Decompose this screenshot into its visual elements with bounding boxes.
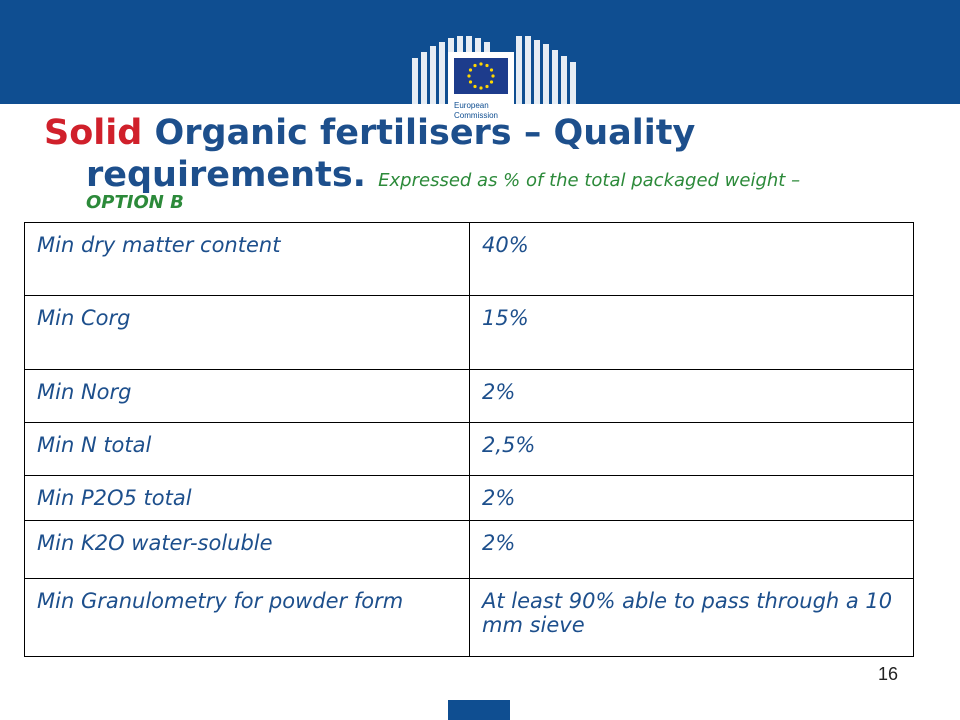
- row-value: 2%: [469, 475, 914, 521]
- row-label: Min Granulometry for powder form: [24, 578, 470, 657]
- title-subtitle: Expressed as % of the total packaged wei…: [378, 170, 801, 191]
- table-row: Min P2O5 total 2%: [24, 475, 914, 521]
- logo-text-commission: Commission: [454, 111, 498, 120]
- table-row: Min Corg 15%: [24, 295, 914, 370]
- row-value: 15%: [469, 295, 914, 370]
- table-row: Min Granulometry for powder form At leas…: [24, 578, 914, 657]
- table-row: Min K2O water-soluble 2%: [24, 520, 914, 579]
- footer-tab: [448, 700, 510, 720]
- row-label: Min N total: [24, 422, 470, 476]
- title-main-part2: requirements.: [86, 155, 366, 195]
- row-label: Min Corg: [24, 295, 470, 370]
- row-label: Min Norg: [24, 369, 470, 423]
- title-solid-word: Solid: [44, 113, 143, 153]
- row-value: 2,5%: [469, 422, 914, 476]
- row-value: At least 90% able to pass through a 10 m…: [469, 578, 914, 657]
- table-row: Min N total 2,5%: [24, 422, 914, 476]
- slide-title: Solid Organic fertilisers – Quality requ…: [44, 112, 944, 214]
- row-label: Min dry matter content: [24, 222, 470, 296]
- requirements-table: Min dry matter content 40% Min Corg 15% …: [24, 222, 914, 657]
- logo-text-european: European: [454, 101, 489, 110]
- row-value: 2%: [469, 369, 914, 423]
- table-row: Min dry matter content 40%: [24, 222, 914, 296]
- row-value: 40%: [469, 222, 914, 296]
- title-line2: requirements. Expressed as % of the tota…: [44, 154, 944, 202]
- row-label: Min K2O water-soluble: [24, 520, 470, 579]
- row-value: 2%: [469, 520, 914, 579]
- page-number: 16: [878, 664, 899, 684]
- table-row: Min Norg 2%: [24, 369, 914, 423]
- title-main-part1: Organic fertilisers – Quality: [154, 113, 696, 153]
- title-option: OPTION B: [86, 192, 184, 213]
- row-label: Min P2O5 total: [24, 475, 470, 521]
- european-commission-logo: European Commission: [412, 36, 576, 130]
